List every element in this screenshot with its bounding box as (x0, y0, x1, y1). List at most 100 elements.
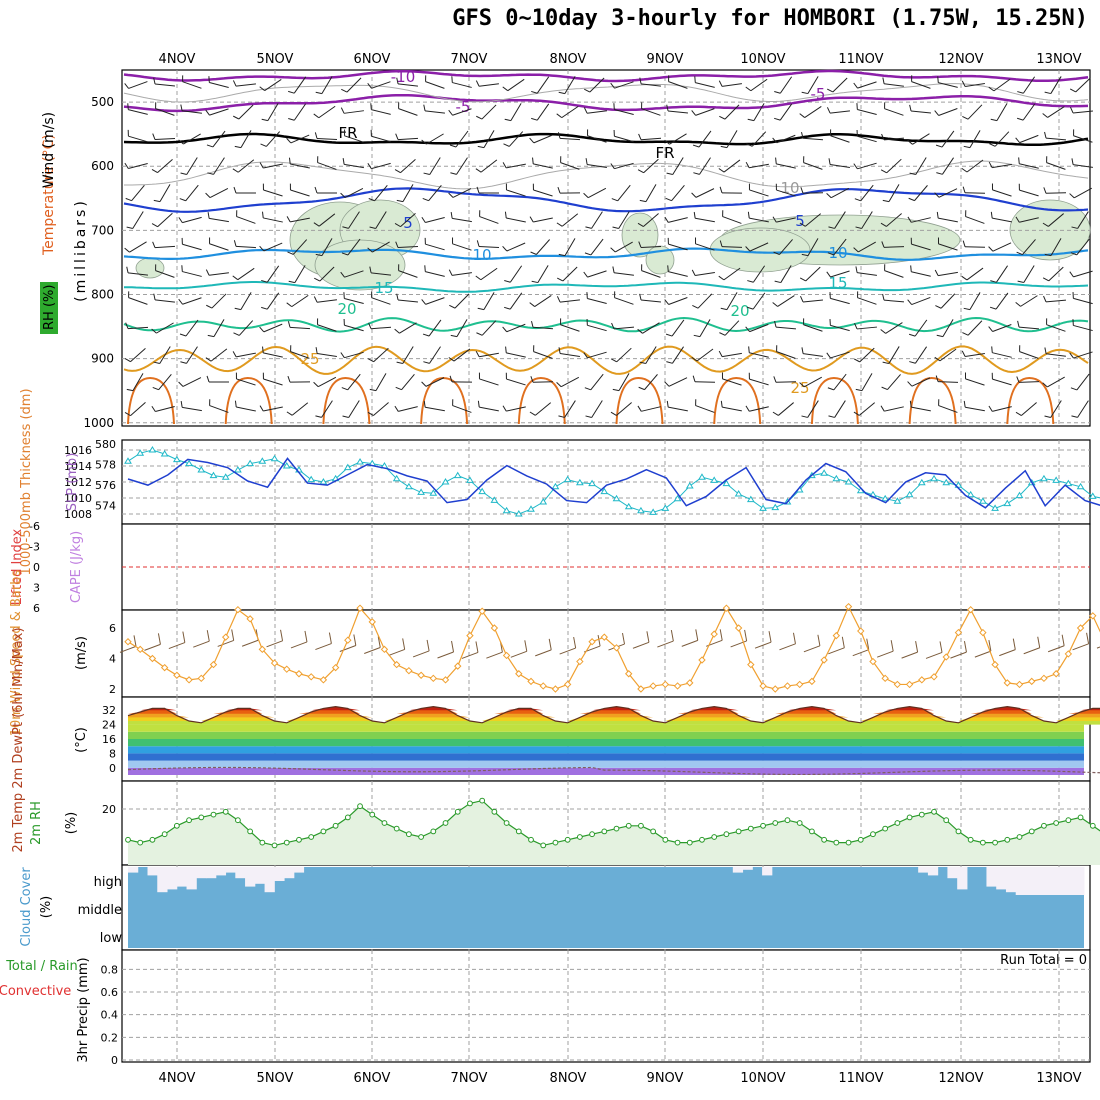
rh2m-point (943, 817, 950, 824)
slp-point (978, 497, 987, 504)
wind-barb (937, 76, 958, 88)
wind-barb-10m (486, 651, 503, 659)
wind-barb (800, 296, 824, 303)
wind-barb (124, 347, 146, 363)
date-label-bottom: 12NOV (938, 1071, 983, 1086)
wind-barb (367, 162, 391, 170)
wind-barb (368, 184, 388, 202)
rh2m-point (357, 803, 363, 810)
date-label-bottom: 5NOV (257, 1071, 294, 1086)
wind-barb-10m (974, 650, 992, 658)
wind-barb-10m (632, 641, 650, 649)
rh2m-point (772, 820, 779, 826)
precip-total-label: Total / Rain (5, 959, 78, 974)
wind-speed-point (612, 644, 621, 652)
wind-barb (313, 105, 336, 119)
wind-barb (448, 108, 472, 116)
wind-barb (450, 212, 472, 223)
wind-speed-point (136, 645, 144, 654)
pressure-tick: 500 (91, 95, 114, 109)
isotherm-30 (908, 376, 957, 425)
wind-barb (641, 264, 661, 278)
wind-barb (720, 130, 738, 149)
wind-barb (476, 186, 500, 194)
rh-label: RH (%) (42, 285, 57, 330)
wind-barb (583, 270, 607, 278)
wind-barb (1071, 211, 1089, 229)
wind-speed-point (356, 604, 364, 612)
wind-barb (776, 345, 796, 359)
wind-barb (720, 292, 738, 311)
wind-barb (125, 322, 149, 330)
slp-point (307, 475, 316, 483)
slp-point (392, 474, 401, 482)
wind-barb-10m (730, 640, 747, 648)
wind-barb (371, 291, 391, 305)
date-label-bottom: 8NOV (550, 1071, 587, 1086)
slp-point (893, 497, 902, 504)
wind-barb (774, 76, 793, 94)
wind-speed-point (734, 624, 743, 632)
rh2m-point (210, 811, 217, 818)
rh2m-point (332, 822, 339, 829)
wind-barb (961, 159, 984, 173)
rh2m-point (344, 814, 351, 821)
wind-barb-10m (133, 635, 137, 647)
wind-barb (313, 376, 337, 388)
wind-barb (502, 78, 525, 92)
wind-barb (1042, 266, 1064, 282)
temp-label: 2m Temp 2m DewPt (6hr Min/Max) (11, 627, 26, 852)
wind-barb (396, 184, 414, 203)
rh2m-point (638, 822, 644, 829)
isotherm-30 (224, 376, 273, 425)
wind-barb (421, 297, 445, 305)
wind-speed-point (1040, 674, 1048, 683)
wind-barb (938, 399, 958, 413)
wind-speed-point (698, 656, 706, 664)
wind-barb (774, 320, 797, 330)
cloud-high-gap (176, 867, 188, 887)
rh2m-point (552, 839, 559, 846)
wind-barb (478, 372, 499, 386)
wind-barb (232, 159, 255, 173)
slp-point (722, 479, 731, 487)
date-label-bottom: 11NOV (838, 1071, 883, 1086)
rh2m-point (503, 820, 510, 826)
rh-legend-swatch (40, 282, 58, 334)
wind-speed-point (1052, 670, 1060, 678)
isotherm-30 (713, 376, 762, 425)
wind-barb (504, 265, 523, 283)
wind-barb-10m (1047, 645, 1065, 653)
wind-barb (691, 269, 715, 276)
wind-barb (398, 102, 418, 116)
pressure-tick: 600 (91, 159, 114, 173)
wind-speed-point (160, 663, 169, 672)
wind-barb (909, 346, 928, 364)
wind-barb-10m (939, 641, 943, 653)
pressure-tick: 800 (91, 288, 114, 302)
wind-barb-10m (1061, 634, 1065, 646)
wind-barb (502, 162, 526, 169)
wind-barb (232, 267, 255, 281)
wind-barb (1046, 318, 1066, 332)
wind-speed-point (686, 679, 694, 687)
date-label-top: 13NOV (1036, 52, 1081, 67)
cloud-high-gap (742, 867, 753, 870)
cloud-high-gap (293, 867, 305, 873)
rh2m-point (711, 834, 718, 840)
wind-barb (907, 216, 931, 223)
wind-speed-point (466, 631, 474, 640)
wind-barb (1071, 158, 1093, 168)
wind-unit: (m/s) (74, 636, 89, 670)
wind-barb-10m (999, 649, 1016, 657)
isotherm-30 (517, 376, 566, 425)
cloud-high-gap (215, 867, 227, 876)
cloud-high-gap (1054, 867, 1065, 895)
wind-barb (935, 375, 959, 383)
wind-barb (395, 241, 419, 249)
wind-barb (207, 212, 229, 223)
wind-barb (289, 183, 310, 197)
isotherm-30 (615, 376, 664, 425)
rh2m-point (870, 831, 876, 838)
slp-point (575, 478, 584, 486)
